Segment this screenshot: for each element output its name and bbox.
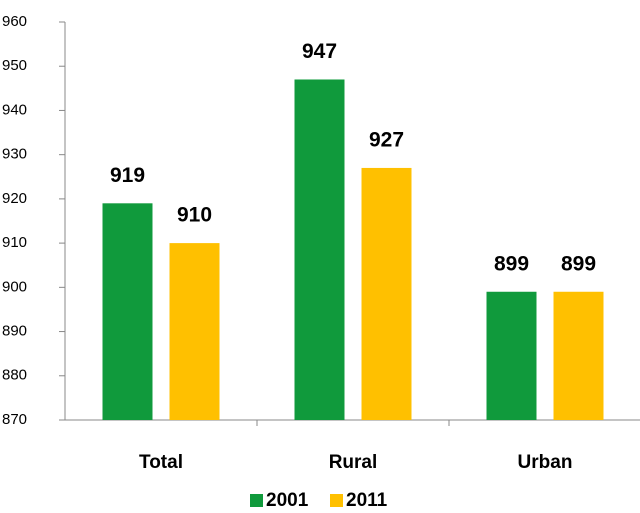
x-tick-label: Rural: [329, 452, 378, 473]
y-tick-label: 900: [2, 278, 27, 295]
y-tick-label: 930: [2, 146, 27, 163]
y-tick-label: 910: [2, 234, 27, 251]
bar: [294, 79, 345, 420]
bar: [361, 167, 412, 420]
y-tick-label: 880: [2, 367, 27, 384]
data-label: 947: [302, 40, 337, 63]
legend-label: 2011: [346, 490, 388, 511]
bar: [169, 243, 220, 420]
data-label: 899: [561, 252, 596, 275]
bar: [553, 291, 604, 420]
legend-label: 2001: [266, 490, 309, 511]
y-tick-label: 940: [2, 101, 27, 118]
bar: [102, 203, 153, 420]
y-tick-label: 870: [2, 411, 27, 428]
data-label: 919: [110, 164, 145, 187]
y-tick-label: 890: [2, 323, 27, 340]
legend-swatch: [330, 494, 343, 507]
data-label: 910: [177, 204, 212, 227]
data-label: 899: [494, 252, 529, 275]
y-tick-label: 920: [2, 190, 27, 207]
data-label: 927: [369, 128, 404, 151]
x-tick-label: Total: [139, 452, 183, 473]
y-tick-label: 960: [2, 13, 27, 30]
x-tick-label: Urban: [518, 452, 573, 473]
bar: [486, 291, 537, 420]
y-tick-label: 950: [2, 57, 27, 74]
legend-swatch: [250, 494, 263, 507]
